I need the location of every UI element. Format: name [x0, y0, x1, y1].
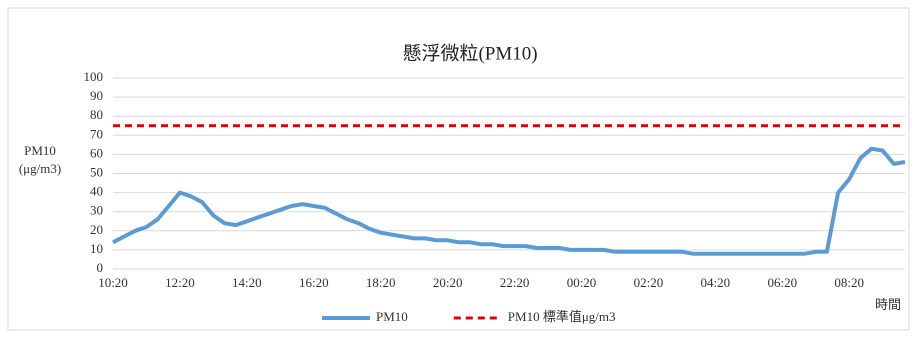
y-tick-label: 20: [90, 222, 103, 237]
y-tick-label: 100: [84, 69, 104, 84]
x-tick-label: 18:20: [366, 275, 396, 290]
legend-label: PM10: [376, 309, 408, 324]
chart-title: 懸浮微粒(PM10): [402, 42, 537, 64]
x-tick-label: 20:20: [433, 275, 463, 290]
y-tick-label: 10: [90, 241, 103, 256]
x-tick-label: 02:20: [634, 275, 664, 290]
x-tick-label: 14:20: [232, 275, 262, 290]
y-tick-label: 30: [90, 203, 103, 218]
y-axis-label: PM10: [24, 143, 56, 158]
x-tick-label: 22:20: [500, 275, 530, 290]
x-tick-label: 04:20: [701, 275, 731, 290]
x-tick-label: 16:20: [299, 275, 329, 290]
y-axis-label: (μg/m3): [19, 161, 61, 176]
y-tick-label: 0: [97, 260, 104, 275]
y-tick-label: 70: [90, 126, 103, 141]
x-tick-label: 08:20: [834, 275, 864, 290]
x-tick-label: 06:20: [767, 275, 797, 290]
chart-border: [7, 7, 910, 331]
y-tick-label: 40: [90, 184, 103, 199]
y-tick-label: 60: [90, 145, 103, 160]
y-tick-label: 50: [90, 164, 103, 179]
y-tick-label: 90: [90, 88, 103, 103]
y-tick-label: 80: [90, 107, 103, 122]
x-tick-label: 10:20: [98, 275, 128, 290]
x-tick-label: 00:20: [567, 275, 597, 290]
legend-label: PM10 標準值μg/m3: [508, 309, 616, 324]
series-line: [112, 146, 906, 256]
x-tick-label: 12:20: [165, 275, 195, 290]
x-axis-label: 時間: [875, 297, 901, 312]
